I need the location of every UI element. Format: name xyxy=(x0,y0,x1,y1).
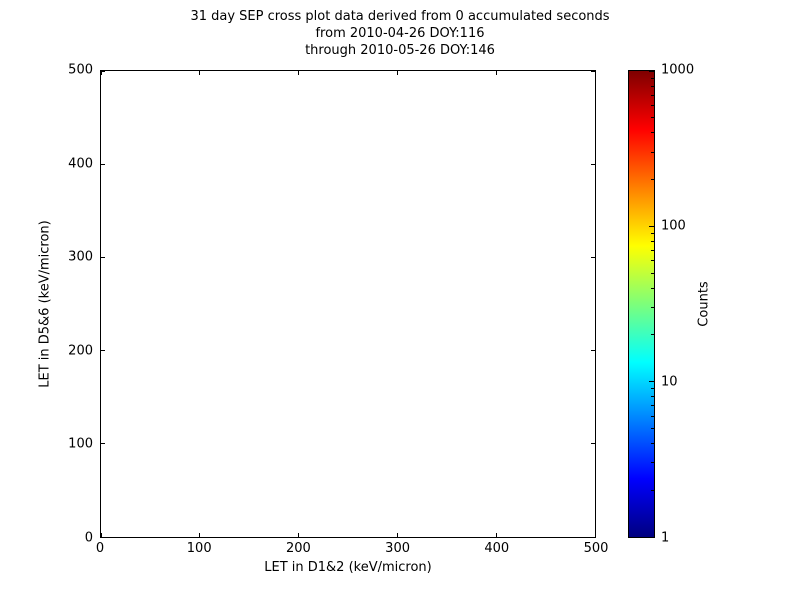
plot-area xyxy=(100,70,596,538)
colorbar-tick-labels: 1 10 100 1000 xyxy=(661,63,703,546)
x-tick-mark xyxy=(199,71,201,75)
colorbar-minor-tick-mark xyxy=(651,287,654,289)
colorbar-minor-tick-mark xyxy=(651,442,654,444)
colorbar-minor-tick-mark xyxy=(651,405,654,407)
colorbar-tick-mark xyxy=(649,225,654,227)
y-tick-mark xyxy=(101,70,105,72)
colorbar-minor-tick-mark xyxy=(651,249,654,251)
x-tick-label: 100 xyxy=(186,541,212,556)
colorbar-minor-tick-mark xyxy=(651,489,654,491)
y-tick-mark xyxy=(591,70,595,72)
y-tick-labels: 0 100 200 300 400 500 xyxy=(0,63,93,546)
colorbar xyxy=(628,70,655,538)
x-tick-mark xyxy=(396,533,398,537)
chart-title-line-3: through 2010-05-26 DOY:146 xyxy=(305,43,495,58)
colorbar-minor-tick-mark xyxy=(651,462,654,464)
colorbar-minor-tick-mark xyxy=(651,396,654,398)
colorbar-minor-tick-mark xyxy=(651,85,654,87)
colorbar-axis-label: Counts xyxy=(696,281,712,327)
x-tick-mark xyxy=(396,71,398,75)
y-tick-label: 100 xyxy=(68,436,93,452)
colorbar-minor-tick-mark xyxy=(651,260,654,262)
colorbar-minor-tick-mark xyxy=(651,334,654,336)
colorbar-minor-tick-mark xyxy=(651,179,654,181)
chart-title-line-1: 31 day SEP cross plot data derived from … xyxy=(190,9,610,24)
y-tick-mark xyxy=(101,256,105,258)
y-tick-mark xyxy=(591,163,595,165)
chart-title-line-2: from 2010-04-26 DOY:116 xyxy=(315,26,485,41)
colorbar-minor-tick-mark xyxy=(651,94,654,96)
y-tick-mark xyxy=(101,443,105,445)
colorbar-tick-mark xyxy=(649,536,654,538)
colorbar-minor-tick-mark xyxy=(651,272,654,274)
colorbar-tick-mark xyxy=(649,381,654,383)
colorbar-minor-tick-mark xyxy=(651,104,654,106)
y-tick-label: 200 xyxy=(68,343,93,359)
x-tick-label: 0 xyxy=(95,541,105,556)
y-axis-label: LET in D5&6 (keV/micron) xyxy=(37,220,53,388)
x-tick-mark xyxy=(594,71,596,75)
y-tick-mark xyxy=(591,350,595,352)
y-tick-mark xyxy=(101,350,105,352)
colorbar-minor-tick-mark xyxy=(651,77,654,79)
colorbar-minor-tick-mark xyxy=(651,307,654,309)
colorbar-minor-tick-mark xyxy=(651,388,654,390)
x-tick-mark xyxy=(594,533,596,537)
x-tick-label: 400 xyxy=(484,541,510,556)
colorbar-tick-label: 10 xyxy=(661,374,678,390)
x-tick-label: 200 xyxy=(285,541,311,556)
colorbar-minor-tick-mark xyxy=(651,132,654,134)
y-tick-label: 300 xyxy=(68,249,93,265)
colorbar-minor-tick-mark xyxy=(651,151,654,153)
colorbar-minor-tick-mark xyxy=(651,427,654,429)
y-tick-mark xyxy=(101,163,105,165)
colorbar-tick-label: 1000 xyxy=(661,62,695,78)
colorbar-tick-label: 1 xyxy=(661,530,670,546)
y-tick-mark xyxy=(591,256,595,258)
colorbar-minor-tick-mark xyxy=(651,117,654,119)
x-tick-mark xyxy=(298,71,300,75)
x-axis-label: LET in D1&2 (keV/micron) xyxy=(264,560,432,575)
y-tick-mark xyxy=(101,536,105,538)
y-tick-label: 0 xyxy=(84,530,93,546)
x-tick-mark xyxy=(199,533,201,537)
y-tick-label: 400 xyxy=(68,156,93,172)
colorbar-minor-tick-mark xyxy=(651,232,654,234)
x-tick-label: 500 xyxy=(583,541,609,556)
colorbar-gradient xyxy=(629,71,654,537)
x-tick-mark xyxy=(495,533,497,537)
x-tick-mark xyxy=(495,71,497,75)
y-tick-label: 500 xyxy=(68,62,93,78)
x-tick-mark xyxy=(298,533,300,537)
colorbar-tick-label: 100 xyxy=(661,218,686,234)
chart-title: 31 day SEP cross plot data derived from … xyxy=(0,8,800,59)
x-tick-mark xyxy=(100,533,102,537)
x-tick-mark xyxy=(100,71,102,75)
x-tick-labels: 0 100 200 300 400 500 xyxy=(96,541,609,557)
y-tick-mark xyxy=(591,536,595,538)
y-tick-mark xyxy=(591,443,595,445)
colorbar-minor-tick-mark xyxy=(651,415,654,417)
colorbar-tick-mark xyxy=(649,70,654,72)
x-tick-label: 300 xyxy=(385,541,411,556)
colorbar-minor-tick-mark xyxy=(651,240,654,242)
